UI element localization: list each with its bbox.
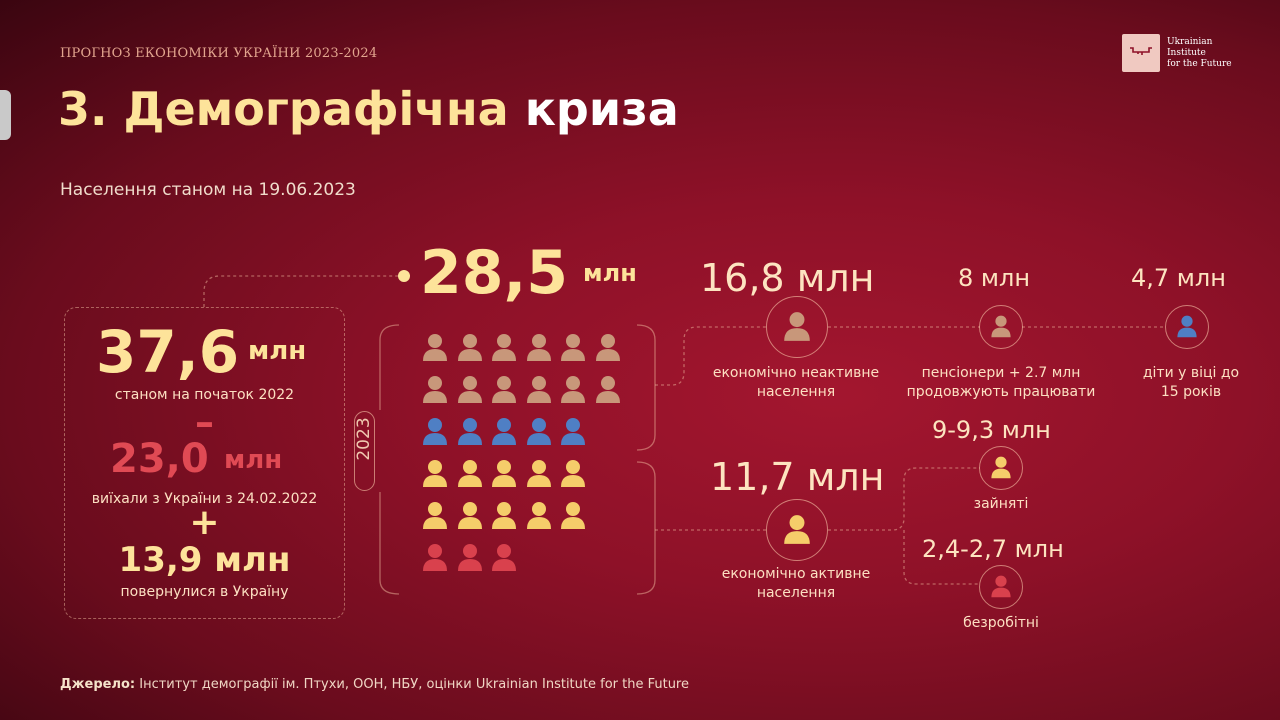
active-caption: економічно активне населення: [696, 565, 896, 603]
page-subtitle: Населення станом на 19.06.2023: [60, 180, 356, 200]
person-icon: [420, 542, 450, 572]
current-population-unit: млн: [583, 259, 637, 287]
unemployed-caption: безробітні: [963, 615, 1039, 631]
children-caption: діти у віці до 15 років: [1106, 364, 1276, 402]
inactive-caption: економічно неактивне населення: [696, 364, 896, 402]
title-highlight: криза: [524, 82, 679, 136]
source-label: Джерело:: [60, 677, 136, 692]
pensioners-caption: пенсіонери + 2.7 млн продовжують працюва…: [896, 364, 1106, 402]
emigrated-value: 23,0: [110, 436, 209, 482]
report-topline: ПРОГНОЗ ЕКОНОМІКИ УКРАЇНИ 2023-2024: [60, 46, 378, 61]
person-icon: [489, 416, 519, 446]
caption-line: населення: [756, 585, 836, 601]
person-icon: [558, 374, 588, 404]
caption-line: продовжують працювати: [906, 384, 1096, 400]
plus-sign: +: [189, 502, 220, 543]
person-icon: [1175, 314, 1199, 338]
person-icon: [593, 374, 623, 404]
logo: [1122, 34, 1160, 72]
person-icon: [989, 574, 1013, 598]
person-icon: [420, 332, 450, 362]
children-value: 4,7 млн: [1131, 264, 1226, 292]
person-icon: [420, 458, 450, 488]
returned-value: 13,9 млн: [118, 540, 291, 580]
employed-value: 9-9,3 млн: [932, 416, 1051, 444]
year-label: 2023: [354, 417, 374, 461]
active-value: 11,7 млн: [710, 455, 885, 499]
logo-text: Ukrainian Institute for the Future: [1167, 37, 1267, 70]
connector-dot: [398, 270, 410, 282]
person-icon: [524, 500, 554, 530]
children-circle: [1165, 305, 1209, 349]
person-icon: [420, 416, 450, 446]
person-icon: [489, 500, 519, 530]
inactive-circle: [766, 296, 828, 358]
person-icon: [420, 374, 450, 404]
person-icon: [524, 374, 554, 404]
person-icon: [558, 332, 588, 362]
person-icon: [455, 542, 485, 572]
unemployed-value: 2,4-2,7 млн: [922, 535, 1064, 563]
pensioners-circle: [979, 305, 1023, 349]
caption-line: діти у віці до: [1142, 365, 1240, 381]
person-icon: [420, 500, 450, 530]
year-pill: [354, 411, 375, 491]
source-note: Джерело: Інститут демографії ім. Птухи, …: [60, 677, 689, 692]
person-icon: [455, 458, 485, 488]
employed-circle: [979, 446, 1023, 490]
person-icon: [593, 332, 623, 362]
side-tab[interactable]: [0, 90, 11, 140]
emigrated-unit: млн: [224, 445, 283, 475]
returned-caption: повернулися в Україну: [120, 584, 289, 600]
current-population-value: 28,5: [420, 238, 569, 308]
key-icon: [1130, 47, 1152, 55]
caption-line: 15 років: [1160, 384, 1222, 400]
person-icon: [455, 374, 485, 404]
minus-sign: –: [195, 400, 214, 444]
person-icon: [989, 314, 1013, 338]
person-icon: [489, 332, 519, 362]
active-circle: [766, 499, 828, 561]
person-icon: [489, 374, 519, 404]
unemployed-circle: [979, 565, 1023, 609]
person-icon: [781, 310, 813, 342]
prewar-total-unit: млн: [248, 336, 307, 366]
title-main: 3. Демографічна: [58, 82, 509, 136]
person-icon: [489, 542, 519, 572]
person-icon: [455, 416, 485, 446]
caption-line: населення: [756, 384, 836, 400]
person-icon: [489, 458, 519, 488]
person-icon: [781, 513, 813, 545]
person-icon: [455, 332, 485, 362]
caption-line: економічно активне: [721, 566, 871, 582]
person-icon: [558, 500, 588, 530]
page-title: 3. Демографічна криза: [58, 82, 679, 136]
caption-line: економічно неактивне: [712, 365, 880, 381]
person-icon: [989, 455, 1013, 479]
person-icon: [455, 500, 485, 530]
person-icon: [524, 458, 554, 488]
source-text: Інститут демографії ім. Птухи, ООН, НБУ,…: [135, 677, 689, 692]
emigrated-caption: виїхали з України з 24.02.2022: [91, 491, 318, 507]
prewar-population-box: [64, 307, 345, 619]
employed-caption: зайняті: [973, 496, 1029, 512]
logo-line: Ukrainian: [1167, 37, 1213, 47]
caption-line: пенсіонери + 2.7 млн: [921, 365, 1081, 381]
person-icon: [524, 332, 554, 362]
inactive-value: 16,8 млн: [700, 256, 875, 300]
pensioners-value: 8 млн: [958, 264, 1031, 292]
person-icon: [524, 416, 554, 446]
person-icon: [558, 458, 588, 488]
logo-line: Institute: [1167, 48, 1206, 58]
prewar-total-value: 37,6: [96, 318, 240, 386]
logo-line: for the Future: [1167, 59, 1232, 69]
prewar-total-caption: станом на початок 2022: [114, 387, 295, 403]
person-icon: [558, 416, 588, 446]
